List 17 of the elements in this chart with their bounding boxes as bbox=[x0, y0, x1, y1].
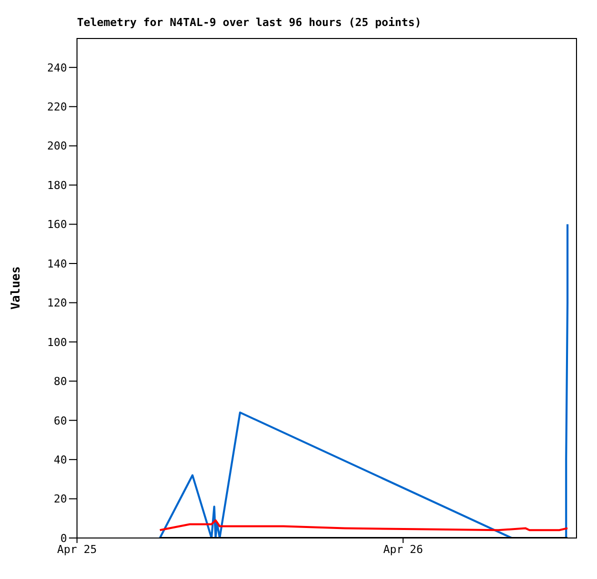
y-tick-label: 160 bbox=[47, 218, 67, 232]
y-tick-label: 100 bbox=[47, 336, 67, 349]
y-tick-label: 220 bbox=[47, 100, 67, 114]
y-tick-label: 80 bbox=[54, 375, 67, 388]
y-tick-label: 200 bbox=[47, 140, 67, 153]
y-tick-label: 60 bbox=[54, 414, 67, 428]
x-tick-label: Apr 26 bbox=[383, 542, 423, 556]
y-tick-label: 240 bbox=[47, 61, 67, 74]
y-tick-label: 180 bbox=[47, 178, 67, 192]
x-tick-label: Apr 25 bbox=[57, 542, 97, 556]
y-tick-label: 140 bbox=[47, 257, 67, 270]
chart-title: Telemetry for N4TAL-9 over last 96 hours (25 points) bbox=[77, 16, 422, 29]
y-tick-label: 120 bbox=[47, 296, 67, 310]
y-axis-title: Values bbox=[8, 266, 22, 310]
y-tick-label: 40 bbox=[54, 453, 67, 466]
y-tick-label: 0 bbox=[60, 532, 67, 545]
y-tick-label: 20 bbox=[54, 492, 67, 506]
